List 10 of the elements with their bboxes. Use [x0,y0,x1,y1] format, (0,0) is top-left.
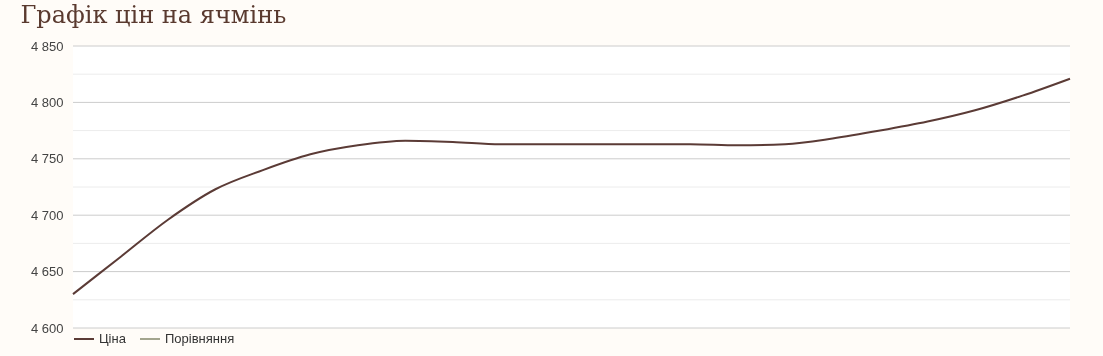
y-tick-label: 4 700 [30,207,64,223]
legend-label: Ціна [99,331,127,346]
y-tick-label: 4 650 [30,264,64,280]
y-tick-label: 4 750 [30,151,64,167]
y-tick-label: 4 800 [30,94,64,110]
line-series [72,77,1071,296]
y-tick-label: 4 850 [30,38,64,54]
chart-title: Графік цін на ячмінь [20,1,287,29]
legend-label: Порівняння [165,331,235,346]
y-tick-label: 4 600 [30,320,64,336]
